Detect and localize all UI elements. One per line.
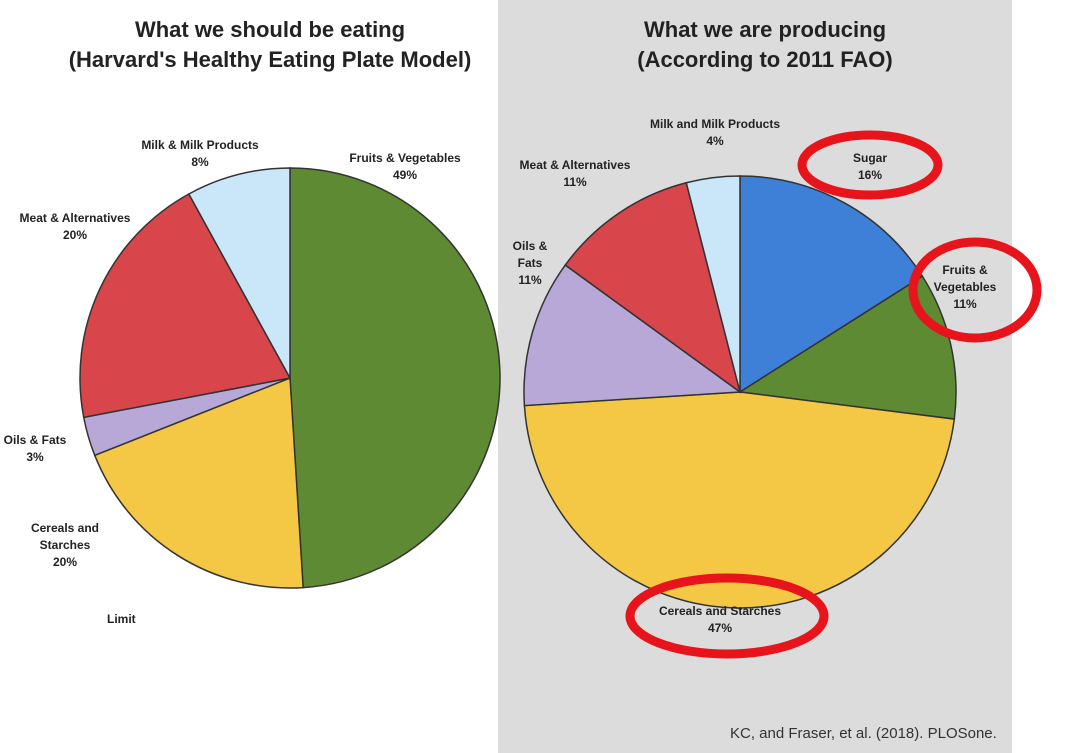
label-pct: 4% [706,134,724,148]
pie-slice-cereals-and-starches [523,391,956,609]
label-text: Fruits & Vegetables [933,263,997,294]
pie-slice-milk-and-milk-products [685,175,741,393]
source-citation: KC, and Fraser, et al. (2018). PLOSone. [730,725,997,742]
label-text: Sugar [852,151,887,165]
label-left-fruits: Fruits & Vegetables 49% [335,150,475,184]
left-title: What we should be eating [134,17,406,42]
label-pct: 47% [707,621,733,635]
label-text: Meat & Alternatives [519,158,631,172]
label-left-meat: Meat & Alternatives 20% [5,210,145,244]
pie-slice-fruits-vegetables [289,167,501,589]
pie-slice-fruits-vegetables [737,275,957,420]
label-left-milk: Milk & Milk Products 8% [130,137,270,171]
label-right-milk: Milk and Milk Products 4% [630,116,800,150]
label-pct: 20% [62,228,88,242]
label-left-cereals: Cereals and Starches 20% [20,520,110,571]
left-subtitle: (Harvard's Healthy Eating Plate Model) [68,47,472,72]
label-pct: 49% [392,168,418,182]
label-text: Oils & Fats [3,433,67,447]
limit-note: Limit [107,612,136,626]
label-text: Cereals and Starches [30,521,100,552]
label-pct: 11% [518,273,542,287]
right-title: What we are producing [643,17,887,42]
label-text: Fruits & Vegetables [349,151,461,165]
pie-slice-cereals-and-starches [93,376,304,589]
left-chart-title: What we should be eating (Harvard's Heal… [30,15,510,75]
highlight-circle [797,130,943,200]
label-text: Oils & Fats [512,239,548,270]
right-subtitle: (According to 2011 FAO) [637,47,893,72]
label-pct: 11% [563,175,587,189]
label-text: Cereals and Starches [658,604,782,618]
label-pct: 16% [857,168,883,182]
pie-slice-meat-alternatives [79,192,292,419]
label-pct: 3% [26,450,44,464]
label-right-meat: Meat & Alternatives 11% [500,157,650,191]
pie-slice-oils-fats [523,263,743,407]
label-text: Milk & Milk Products [141,138,259,152]
label-right-fruits: Fruits & Vegetables 11% [925,262,1005,313]
pie-slice-sugar [739,175,924,394]
pie-slice-milk-milk-products [187,167,291,379]
highlight-circle [908,237,1042,343]
label-right-oils: Oils & Fats 11% [505,238,555,289]
pie-slice-meat-alternatives [564,181,742,394]
label-left-oils: Oils & Fats 3% [0,432,70,466]
label-pct: 20% [52,555,78,569]
label-right-sugar: Sugar 16% [820,150,920,184]
label-text: Milk and Milk Products [649,117,781,131]
right-chart-title: What we are producing (According to 2011… [525,15,1005,75]
label-text: Meat & Alternatives [19,211,131,225]
label-right-cereals: Cereals and Starches 47% [640,603,800,637]
label-pct: 11% [953,297,977,311]
label-pct: 8% [191,155,209,169]
highlight-circle [625,573,829,659]
